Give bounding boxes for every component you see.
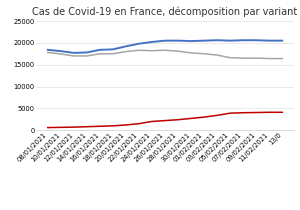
dont variant anglais (267, 111, 271, 114)
Line: dont variant anglais: dont variant anglais (48, 112, 282, 128)
hors variant anglais (215, 54, 219, 56)
hors variant anglais (280, 57, 284, 60)
Cas (254, 39, 258, 42)
hors variant anglais (202, 52, 206, 55)
Cas (202, 39, 206, 42)
hors variant anglais (176, 50, 180, 52)
dont variant anglais (124, 124, 128, 126)
Cas (137, 42, 141, 45)
Cas (163, 39, 167, 42)
Cas (59, 50, 63, 52)
dont variant anglais (85, 125, 88, 128)
hors variant anglais (98, 52, 102, 55)
dont variant anglais (280, 111, 284, 114)
dont variant anglais (111, 125, 115, 127)
dont variant anglais (59, 126, 63, 129)
dont variant anglais (202, 116, 206, 118)
dont variant anglais (254, 111, 258, 114)
hors variant anglais (111, 52, 115, 55)
dont variant anglais (176, 118, 180, 121)
dont variant anglais (189, 117, 193, 120)
Cas (98, 49, 102, 51)
hors variant anglais (163, 49, 167, 51)
Cas (111, 48, 115, 51)
hors variant anglais (150, 49, 154, 52)
Cas (150, 41, 154, 43)
dont variant anglais (137, 122, 141, 125)
dont variant anglais (163, 119, 167, 122)
Cas (267, 39, 271, 42)
hors variant anglais (189, 52, 193, 54)
dont variant anglais (215, 114, 219, 117)
Cas (124, 45, 128, 48)
hors variant anglais (137, 49, 141, 51)
hors variant anglais (254, 57, 258, 59)
dont variant anglais (98, 125, 102, 127)
hors variant anglais (242, 57, 245, 59)
Title: Cas de Covid-19 en France, décomposition par variant: Cas de Covid-19 en France, décomposition… (32, 7, 298, 17)
hors variant anglais (267, 57, 271, 60)
Cas (176, 39, 180, 42)
dont variant anglais (150, 120, 154, 123)
Cas (242, 39, 245, 42)
dont variant anglais (72, 126, 76, 128)
Cas (46, 49, 50, 51)
hors variant anglais (85, 55, 88, 57)
Cas (72, 52, 76, 54)
hors variant anglais (59, 53, 63, 55)
dont variant anglais (46, 126, 50, 129)
hors variant anglais (228, 56, 232, 59)
Cas (85, 51, 88, 54)
hors variant anglais (72, 55, 76, 57)
dont variant anglais (242, 112, 245, 114)
Line: hors variant anglais: hors variant anglais (48, 50, 282, 59)
Cas (280, 39, 284, 42)
hors variant anglais (46, 51, 50, 54)
Line: Cas: Cas (48, 40, 282, 53)
Cas (215, 39, 219, 42)
dont variant anglais (228, 112, 232, 114)
Cas (189, 40, 193, 42)
Cas (228, 39, 232, 42)
hors variant anglais (124, 50, 128, 53)
